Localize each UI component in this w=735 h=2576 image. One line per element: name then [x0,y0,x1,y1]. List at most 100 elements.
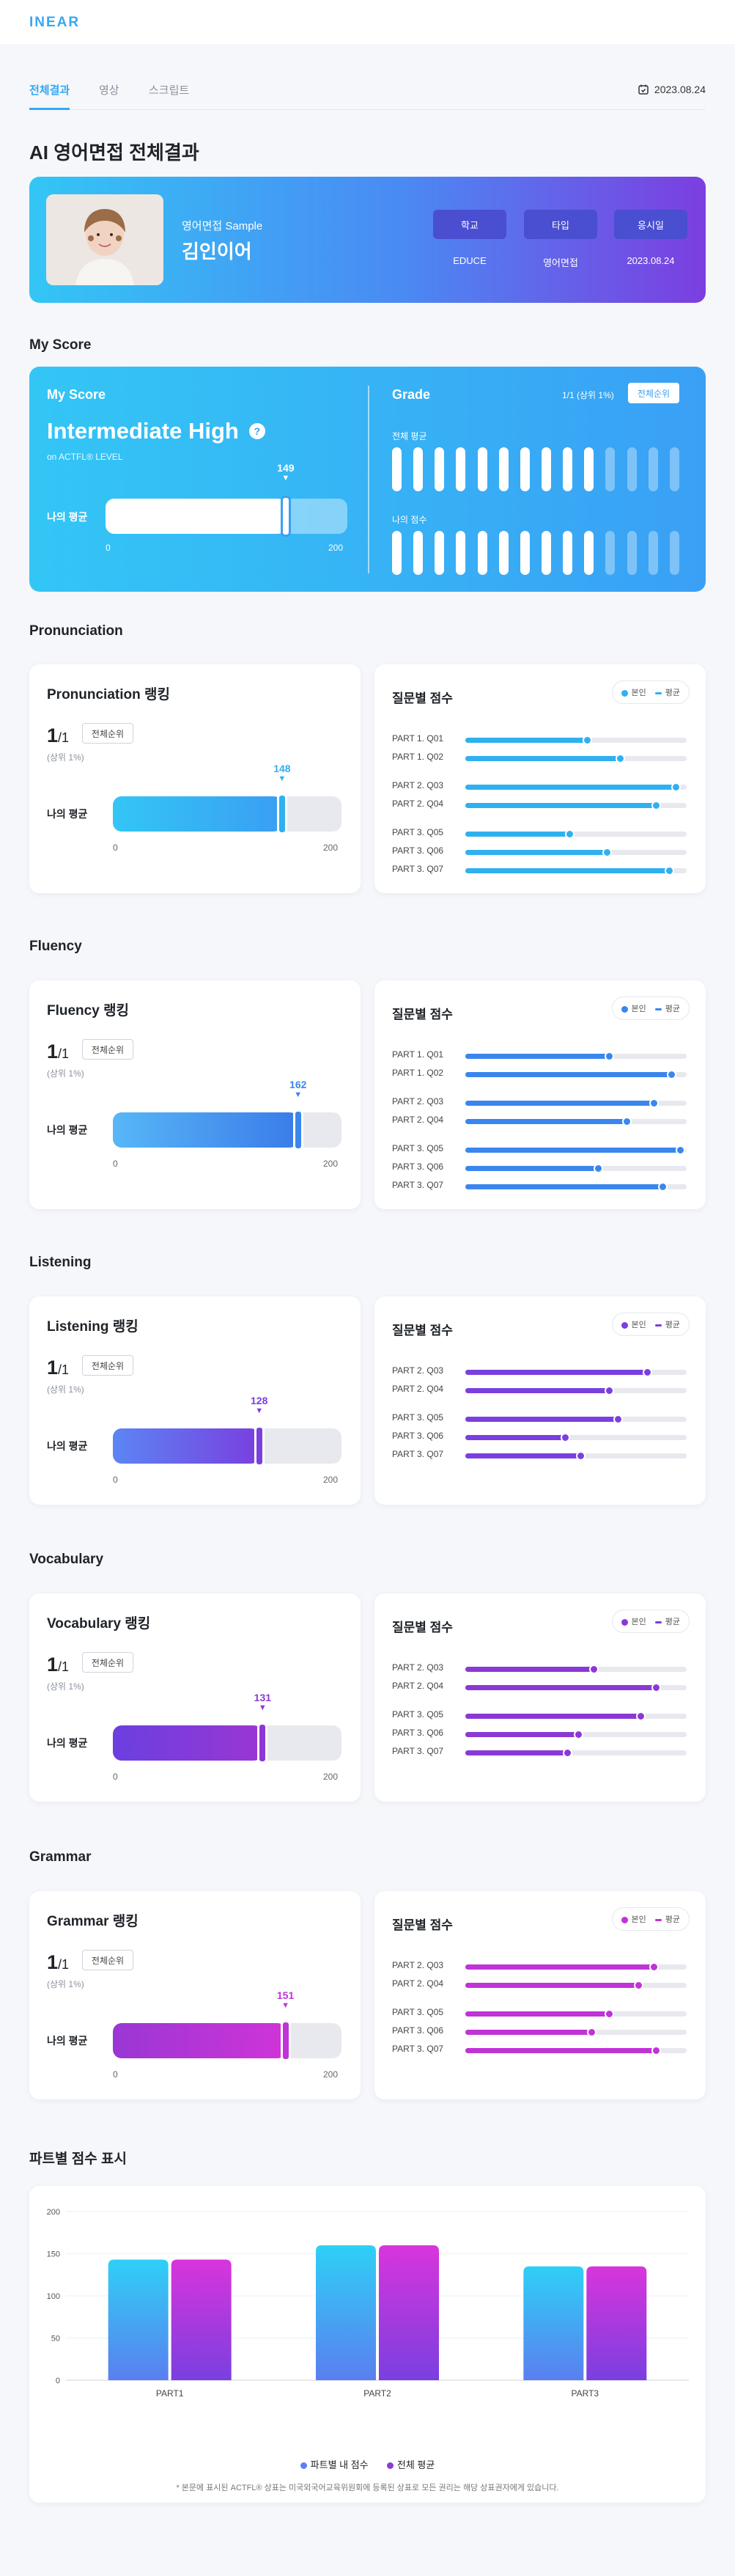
pronunciation-all-rank-button[interactable]: 전체순위 [82,723,133,744]
question-score-bar [465,2028,687,2037]
legend-avg: 평균 [654,1318,680,1330]
grammar-score-max: 200 [323,2069,339,2080]
question-label: PART 2. Q04 [392,1681,444,1691]
question-score-bar [465,1711,687,1721]
legend-self: 본인 [621,1615,646,1627]
vocabulary-all-rank-button[interactable]: 전체순위 [82,1652,133,1673]
question-label: PART 3. Q05 [392,2007,444,2017]
listening-score-fill [113,1428,259,1464]
bar-part1-my-score [108,2259,169,2380]
question-row: PART 2. Q03 [392,1096,690,1108]
question-score-bar [465,1052,687,1061]
person-photo-icon [46,194,163,285]
profile-photo [46,194,163,285]
question-label: PART 3. Q06 [392,1431,444,1441]
question-score-bar [465,1748,687,1758]
section-title-listening: Listening [29,1255,92,1270]
grade-bar [648,531,658,575]
question-label: PART 3. Q05 [392,827,444,837]
bar-part2-overall-avg [379,2245,439,2380]
my-score-bar-fill [106,499,286,534]
tab-overall[interactable]: 전체결과 [29,82,70,110]
question-score-knob [587,2028,597,2037]
help-icon[interactable]: ? [248,423,265,439]
question-label: PART 3. Q06 [392,1728,444,1738]
info-date-label: 응시일 [614,210,687,239]
question-row: PART 3. Q05 [392,1143,690,1155]
listening-score-marker: 128 ▼ [251,1395,267,1415]
grammar-avg-label: 나의 평균 [47,2035,88,2047]
pronunciation-question-title: 질문별 점수 [392,691,453,705]
overall-avg-bars [392,447,679,491]
question-row: PART 3. Q05 [392,1412,690,1424]
rank-total: 1 [62,1659,70,1674]
question-row: PART 2. Q04 [392,1384,690,1395]
question-label: PART 1. Q02 [392,752,444,762]
question-score-fill [465,1685,656,1690]
question-score-fill [465,1435,565,1440]
marker-arrow-icon: ▼ [294,1090,303,1099]
question-score-knob [651,1683,661,1692]
rank-total: 1 [62,730,70,745]
rank-total: 1 [62,1362,70,1377]
info-school: 학교 EDUCE [433,210,506,266]
question-score-bar [465,1368,687,1377]
grade-bar [498,447,509,491]
vocabulary-avg-label: 나의 평균 [47,1737,88,1749]
grade-bar [669,447,679,491]
question-score-bar [465,1386,687,1395]
all-rank-button[interactable]: 전체순위 [628,383,679,403]
pronunciation-ranking-card: Pronunciation 랭킹 1/1 전체순위 (상위 1%) 148 ▼ 나… [29,664,361,893]
pronunciation-top-percent: (상위 1%) [47,752,84,763]
question-score-fill [465,1964,654,1970]
vocabulary-score-fill [113,1725,263,1761]
question-score-bar [465,1665,687,1674]
fluency-legend: 본인 평균 [611,997,690,1020]
question-label: PART 2. Q04 [392,1115,444,1125]
logo[interactable]: INEAR [29,15,81,30]
pronunciation-score-handle [276,793,287,834]
my-score-marker: 149 ▼ [277,463,294,482]
question-score-knob [564,829,575,839]
grade-bar [563,531,573,575]
grade-bar [520,531,530,575]
question-score-bar [465,754,687,763]
question-label: PART 2. Q04 [392,1978,444,1989]
bar-part1-overall-avg [171,2259,232,2380]
question-score-fill [465,868,669,873]
fluency-all-rank-button[interactable]: 전체순위 [82,1039,133,1060]
question-label: PART 3. Q07 [392,2044,444,2054]
question-label: PART 1. Q02 [392,1068,444,1078]
tab-video[interactable]: 영상 [99,84,119,97]
question-score-bar [465,1433,687,1442]
vocabulary-question-card: 질문별 점수 본인 평균 PART 2. Q03 PART 2. Q04 PAR… [374,1593,706,1802]
question-row: PART 3. Q06 [392,2025,690,2037]
listening-score-handle [254,1425,265,1467]
question-row: PART 3. Q06 [392,1728,690,1739]
grade-bar [541,447,551,491]
question-row: PART 2. Q04 [392,1681,690,1692]
question-score-fill [465,1417,618,1422]
grade-bar [435,531,445,575]
listening-all-rank-button[interactable]: 전체순위 [82,1355,133,1376]
question-row: PART 1. Q01 [392,1049,690,1061]
question-label: PART 3. Q05 [392,1709,444,1720]
grade-bar [456,531,466,575]
question-label: PART 2. Q03 [392,1960,444,1970]
question-label: PART 1. Q01 [392,733,444,744]
level-note: on ACTFL® LEVEL [47,452,123,462]
grammar-all-rank-button[interactable]: 전체순위 [82,1950,133,1970]
legend-avg: 평균 [654,686,680,698]
fluency-score-min: 0 [113,1159,118,1169]
tab-script[interactable]: 스크립트 [149,84,190,97]
grade-bar [392,447,402,491]
legend-my-score: 파트별 내 점수 [300,2459,369,2470]
vocabulary-score-marker: 131 ▼ [254,1692,271,1712]
chart-footnote: * 본문에 표시된 ACTFL® 상표는 미국외국어교육위원회에 등록된 상표로… [176,2484,559,2492]
pronunciation-score-fill [113,796,282,832]
legend-self-label: 본인 [631,1618,646,1626]
grade-bar [520,447,530,491]
vocabulary-question-title: 질문별 점수 [392,1621,453,1634]
legend-overall-avg-label: 전체 평균 [396,2459,435,2470]
fluency-score-max: 200 [323,1159,339,1169]
